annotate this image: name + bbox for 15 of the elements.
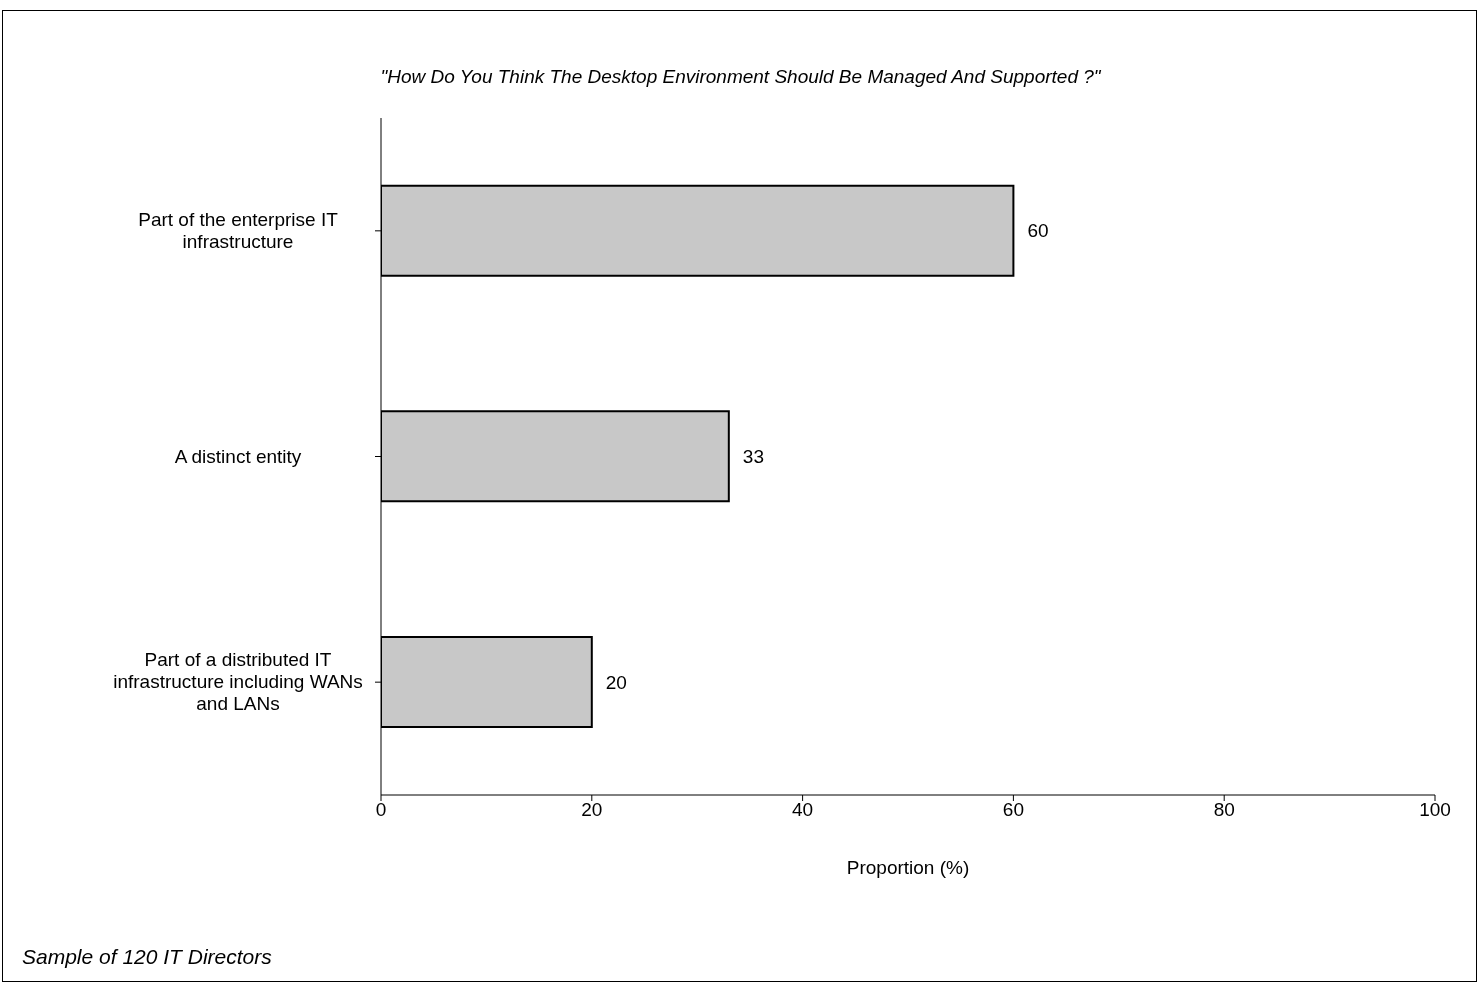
x-tick-label: 0: [375, 799, 387, 821]
x-tick-label: 100: [1419, 799, 1451, 821]
x-tick-label: 40: [792, 799, 814, 821]
data-label: 33: [742, 446, 764, 468]
data-label: 60: [1027, 220, 1049, 242]
x-tick-label: 20: [581, 799, 603, 821]
chart-title: "How Do You Think The Desktop Environment Should Be Managed And Supported ?": [379, 66, 1102, 88]
y-tick-label: Part of the enterprise IT infrastructure: [138, 208, 339, 252]
y-tick-label: Part of a distributed IT infrastructure including WANs and LANs: [113, 649, 363, 715]
x-axis-title: Proportion (%): [845, 857, 971, 879]
y-tick-label: A distinct entity: [174, 445, 302, 467]
text: Sample of 120 IT Directors: [22, 945, 272, 969]
x-tick-label: 60: [1002, 799, 1024, 821]
data-label: 20: [605, 671, 627, 693]
x-tick-label: 80: [1213, 799, 1235, 821]
